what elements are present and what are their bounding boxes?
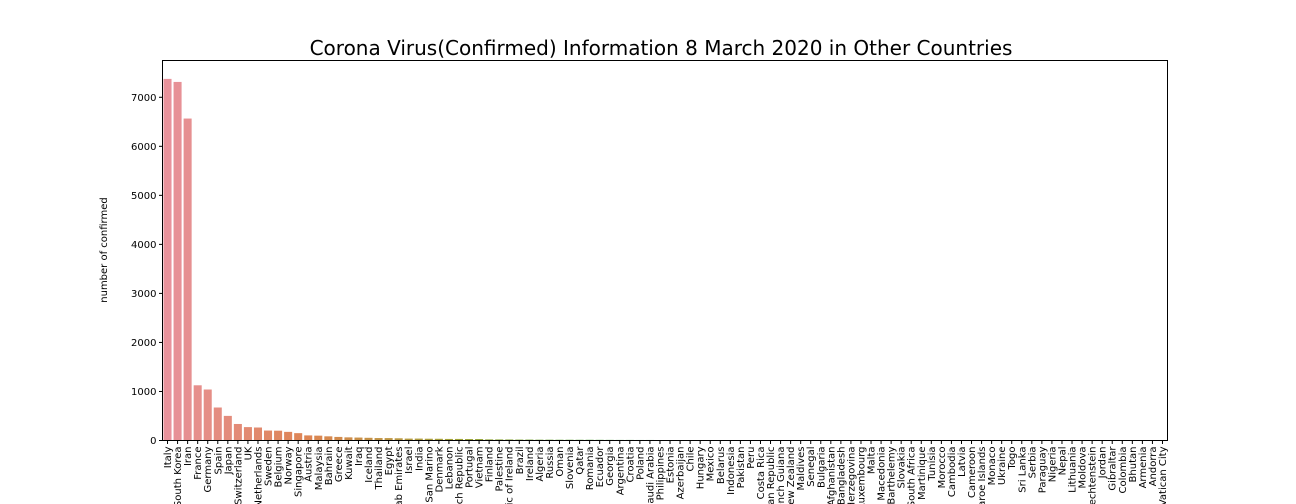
plot-frame: [163, 61, 1168, 441]
bar-italy: [164, 79, 172, 441]
bar-south-korea: [174, 82, 182, 441]
bar-greece: [334, 437, 342, 441]
x-ticks-group: Italy South Korea Iran France Germany Spain Ja…: [163, 441, 1169, 504]
bar-norway: [284, 432, 292, 441]
bar-switzerland: [234, 424, 242, 441]
y-tick-label: 4000: [131, 240, 156, 251]
bars-group: [164, 79, 1167, 441]
bar-singapore: [294, 433, 302, 440]
bar-germany: [204, 390, 212, 441]
y-tick-label: 6000: [131, 142, 156, 153]
y-tick-label: 0: [150, 436, 156, 447]
y-axis-label: number of confirmed: [99, 197, 110, 302]
bar-uk: [244, 427, 252, 440]
bar-austria: [304, 435, 312, 440]
y-tick-label: 7000: [131, 93, 156, 104]
bar-malaysia: [314, 436, 322, 441]
bar-bahrain: [324, 436, 332, 440]
y-tick-label: 5000: [131, 191, 156, 202]
bar-spain: [214, 408, 222, 441]
x-tick-label: Vatican City: [1158, 446, 1169, 504]
bar-france: [194, 385, 202, 440]
bar-belgium: [274, 431, 282, 441]
bar-japan: [224, 416, 232, 441]
y-tick-label: 2000: [131, 338, 156, 349]
y-tick-label: 1000: [131, 387, 156, 398]
y-ticks-group: 0 1000 2000 3000 4000 5000 6000 7000: [131, 93, 162, 447]
bar-iran: [184, 119, 192, 441]
chart-title: Corona Virus(Confirmed) Information 8 Ma…: [310, 36, 1013, 60]
bar-netherlands: [254, 428, 262, 441]
bar-sweden: [264, 431, 272, 441]
y-tick-label: 3000: [131, 289, 156, 300]
